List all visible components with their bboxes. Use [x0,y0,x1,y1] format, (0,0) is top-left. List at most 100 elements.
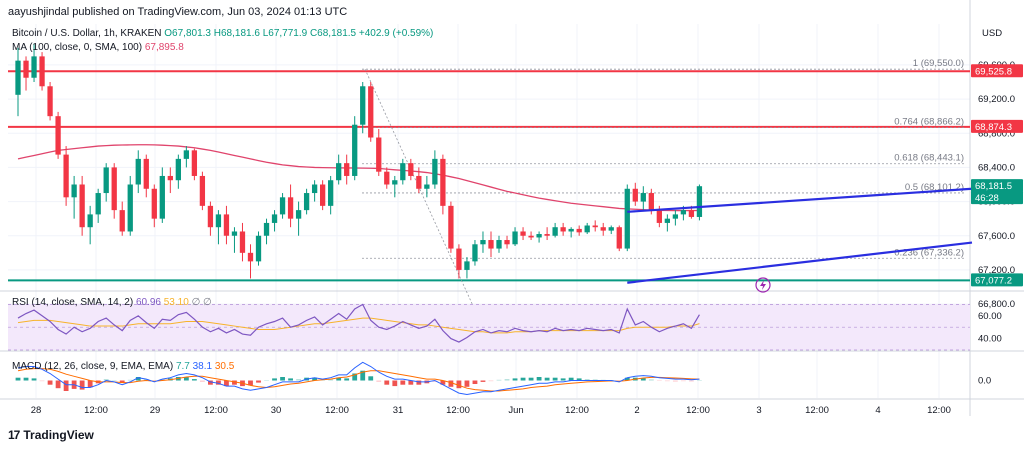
rsi-line [17,303,700,343]
price-label-tag [971,191,1023,205]
candle-body [71,184,77,198]
macd-histogram-bar [111,380,117,381]
macd-histogram-bar [568,377,574,381]
macd-histogram-bar [280,377,285,381]
price-label-tag [971,119,1023,133]
rsi-ma-line [17,317,700,334]
macd-histogram-bar [520,377,526,381]
price-label-tag [971,179,1023,193]
fib-level-label: 0.236 (67,336.2) [894,247,964,258]
macd-histogram-bar [689,380,694,382]
macd-histogram-bar [504,379,510,381]
macd-histogram-bar [576,378,582,381]
macd-histogram-bar [584,379,590,381]
macd-histogram-bar [552,377,558,381]
macd-histogram-bar [432,380,438,382]
candle-body [271,214,278,223]
legend-ma: MA (100, close, 0, SMA, 100) 67,895.8 [12,42,184,53]
macd-histogram-bar [312,377,318,381]
legend-macd-value: 38.1 [193,361,215,372]
macd-histogram-bar [376,380,382,382]
candle-body [231,231,238,236]
candle-body [632,188,638,202]
candle-body [279,197,286,215]
candle-body [352,124,358,176]
price-tick-label: 68,400.0 [978,162,1015,173]
macd-histogram-bar [216,380,221,385]
macd-histogram-bar [400,380,406,385]
price-tick-label: 66,800.0 [978,299,1015,310]
time-tick-label: Jun [508,405,523,416]
macd-histogram-bar [672,380,678,382]
candle-body [223,214,230,236]
macd-histogram-bar [560,378,566,381]
macd-histogram-bar [368,376,374,381]
candle-body [63,154,69,198]
time-tick-label: 2 [634,405,639,416]
candle-body [319,184,326,206]
legend-ma-value: 67,895.8 [145,42,184,53]
candle-body [656,210,662,223]
candle-body [287,197,294,219]
macd-histogram-bar [103,379,109,381]
rsi-pane: 60.00 40.00 [8,303,1002,351]
rsi-tick-label: 40.00 [978,334,1002,345]
candle-body [215,214,222,228]
time-tick-label: 3 [756,405,761,416]
price-label-text: 68,181.5 [975,181,1012,192]
macd-histogram-bar [288,378,293,381]
candle-body [392,180,398,185]
candle-body [295,210,302,219]
lightning-bolt-icon [760,280,766,290]
candle-body [424,184,430,189]
macd-histogram-bar [248,380,253,386]
candle-body [688,210,695,217]
macd-tick-label: 0.0 [978,376,991,387]
candle-body [400,163,406,181]
macd-histogram-bar [416,380,422,385]
candle-body [496,240,502,249]
lightning-icon [755,277,771,293]
macd-histogram-bar [87,380,93,388]
price-tick-label: 68,800.0 [978,128,1015,139]
macd-histogram-bar [272,378,277,381]
candle-body [191,150,198,176]
macd-histogram-bar [648,379,654,381]
candle-body [15,60,21,95]
macd-histogram-bar [159,379,165,381]
macd-histogram-bar [640,378,646,381]
legend-symbol: Bitcoin / U.S. Dollar, 1h, KRAKEN O67,80… [12,28,433,39]
candle-body [336,163,342,181]
candle-body [640,193,646,202]
time-tick-label: 30 [271,405,282,416]
macd-histogram-bar [119,380,125,383]
macd-histogram-bar [352,373,358,381]
candle-body [384,171,390,185]
time-tick-label: 31 [393,405,404,416]
time-tick-label: 12:00 [805,405,829,416]
candle-body [151,188,157,219]
candle-body [183,150,190,159]
candle-body [552,227,558,236]
candle-body [79,184,85,228]
fib-level-label: 0.5 (68,101.2) [905,182,964,193]
candle-body [175,158,181,181]
candle-body [568,228,574,232]
legend-ohlc: O67,801.3 H68,181.6 L67,771.9 C68,181.5 … [164,28,433,39]
candle-body [368,86,374,138]
candle-body [680,210,687,215]
macd-histogram-bar [480,380,486,382]
macd-histogram-bar [697,380,702,381]
candle-body [616,227,622,249]
macd-histogram-bar [592,379,598,381]
macd-histogram-bar [536,377,542,381]
candle-body [31,56,37,78]
legend-rsi: RSI (14, close, SMA, 14, 2) 60.96 53.10 … [12,297,212,308]
candle-body [47,86,53,117]
macd-histogram-bar [528,377,534,381]
macd-histogram-bar [63,380,69,391]
candle-body [536,234,542,238]
macd-histogram-bar [544,377,550,381]
fib-level-label: 1 (69,550.0) [913,58,964,69]
